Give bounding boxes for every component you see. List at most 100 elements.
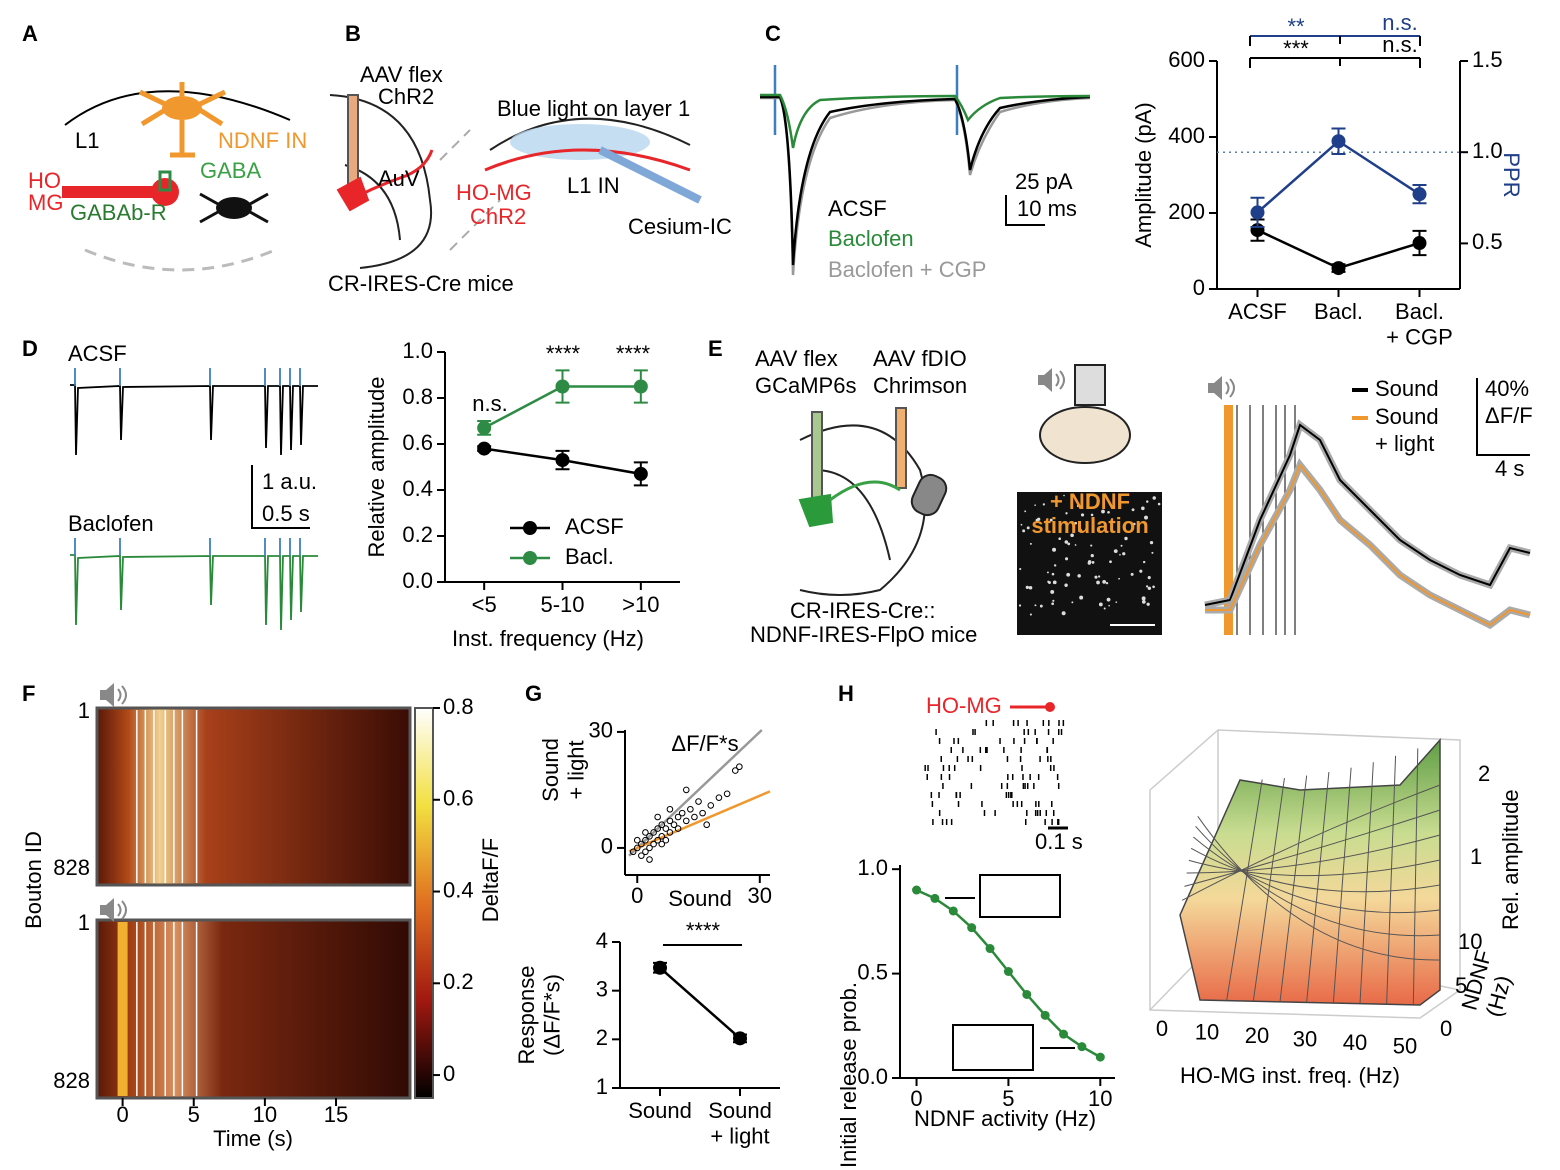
image-speck bbox=[1152, 585, 1155, 589]
x-tick-label: Bacl. + CGP bbox=[1386, 299, 1453, 349]
image-speck bbox=[1105, 581, 1109, 585]
point bbox=[646, 856, 653, 863]
image-speck bbox=[1025, 585, 1029, 589]
x-tick-label: 5 bbox=[188, 1102, 200, 1127]
legend-marker bbox=[523, 551, 537, 565]
point bbox=[638, 852, 645, 859]
image-speck bbox=[1034, 504, 1036, 506]
image-speck bbox=[1035, 518, 1039, 522]
axis-label: Rel. amplitude bbox=[1498, 789, 1523, 930]
diagram-label: stimulation bbox=[1031, 513, 1148, 538]
panel-e-diagram-shape bbox=[798, 493, 834, 528]
panel-e-diagram-shape bbox=[1236, 405, 1296, 635]
y-tick-label: 30 bbox=[589, 718, 613, 743]
panel-b-diagram-shape bbox=[329, 94, 433, 269]
text-line: Bacl. bbox=[1395, 299, 1444, 324]
panel-c-traces-shape bbox=[760, 95, 1091, 266]
image-speck bbox=[1065, 512, 1068, 515]
text-line: + CGP bbox=[1386, 324, 1453, 349]
image-speck bbox=[1086, 493, 1091, 498]
legend-label: ACSF bbox=[565, 514, 624, 539]
panel-a-diagram-shape bbox=[158, 170, 172, 192]
point bbox=[723, 790, 731, 798]
panel-e-diagram-shape bbox=[1205, 463, 1531, 627]
panel-gh-diagram-shape bbox=[952, 1024, 1034, 1071]
surface-grid bbox=[1190, 847, 1441, 893]
image-speck bbox=[1080, 513, 1085, 517]
row-label: 1 bbox=[78, 698, 90, 723]
image-speck bbox=[1061, 611, 1066, 616]
image-speck bbox=[1090, 544, 1093, 547]
y-tick-label: 200 bbox=[1168, 199, 1205, 224]
point bbox=[638, 840, 645, 848]
image-speck bbox=[1064, 583, 1068, 587]
image-speck bbox=[1087, 561, 1091, 565]
diagram-label: 0.5 s bbox=[262, 501, 310, 526]
x-tick-label: 0 bbox=[116, 1102, 128, 1127]
panel-e-diagram-shape bbox=[895, 407, 907, 489]
tick-label: 50 bbox=[1393, 1033, 1417, 1058]
point bbox=[985, 944, 995, 954]
image-speck bbox=[1141, 600, 1146, 604]
image-speck bbox=[1046, 571, 1049, 574]
image-speck bbox=[1026, 526, 1030, 530]
image-speck bbox=[1052, 599, 1055, 602]
point bbox=[1331, 134, 1346, 149]
diagram-label: 4 s bbox=[1495, 456, 1524, 481]
panel-e-diagram-shape bbox=[1204, 423, 1531, 606]
diagram-label: Baclofen bbox=[68, 511, 154, 536]
tick-label: 40 bbox=[1343, 1030, 1367, 1055]
point bbox=[642, 829, 649, 836]
point bbox=[642, 836, 649, 844]
diagram-label: HO-MG bbox=[456, 180, 532, 205]
point bbox=[733, 1031, 747, 1046]
image-speck bbox=[1024, 510, 1027, 513]
speaker-icon bbox=[1208, 376, 1222, 400]
tick-label: 20 bbox=[1245, 1023, 1269, 1048]
point bbox=[736, 763, 743, 771]
y2-tick-label: 1.0 bbox=[1472, 138, 1503, 163]
point bbox=[658, 840, 666, 848]
image-speck bbox=[1098, 575, 1101, 578]
panel-e-diagram-shape bbox=[1476, 378, 1530, 456]
x-axis-label: Time (s) bbox=[213, 1126, 293, 1151]
point bbox=[731, 767, 739, 774]
y-axis-label: Amplitude (pA) bbox=[1131, 102, 1156, 248]
text-line: (ΔF/F*s) bbox=[539, 974, 564, 1056]
image-speck bbox=[1142, 560, 1146, 564]
panel-c-traces bbox=[760, 35, 1421, 276]
heatmap-shape bbox=[414, 707, 434, 1099]
point bbox=[1077, 1042, 1087, 1052]
surface-grid bbox=[1184, 809, 1441, 887]
point bbox=[666, 805, 674, 813]
image-speck bbox=[1133, 522, 1136, 526]
point bbox=[682, 786, 690, 794]
y2-axis-label: PPR bbox=[1499, 152, 1524, 197]
point bbox=[703, 821, 710, 829]
panel-e-diagram bbox=[798, 364, 1531, 635]
tick-label: 5 bbox=[1455, 973, 1467, 998]
image-speck bbox=[1065, 557, 1069, 561]
image-speck bbox=[1042, 503, 1046, 506]
text-line: + light bbox=[710, 1123, 769, 1148]
panel-label: G bbox=[525, 681, 542, 706]
image-speck bbox=[1078, 528, 1082, 533]
surface-grid bbox=[1279, 775, 1308, 1002]
diagram-label: ACSF bbox=[68, 341, 127, 366]
x-tick-label: 15 bbox=[324, 1102, 348, 1127]
point bbox=[629, 848, 637, 856]
point bbox=[650, 840, 657, 848]
point bbox=[662, 825, 670, 832]
annotation: n.s. bbox=[1382, 32, 1417, 57]
x-tick-label: Sound bbox=[628, 1098, 692, 1123]
series-line bbox=[659, 966, 741, 1040]
point bbox=[477, 441, 492, 456]
panel-b-diagram-shape bbox=[484, 148, 691, 172]
image-speck bbox=[1096, 580, 1100, 585]
diagram-label: MG bbox=[28, 190, 63, 215]
panel-e-diagram-shape bbox=[811, 411, 823, 503]
diagram-label: AAV flex bbox=[755, 346, 838, 371]
panel-d-traces-shape bbox=[74, 368, 301, 556]
surface-grid bbox=[1188, 859, 1441, 877]
